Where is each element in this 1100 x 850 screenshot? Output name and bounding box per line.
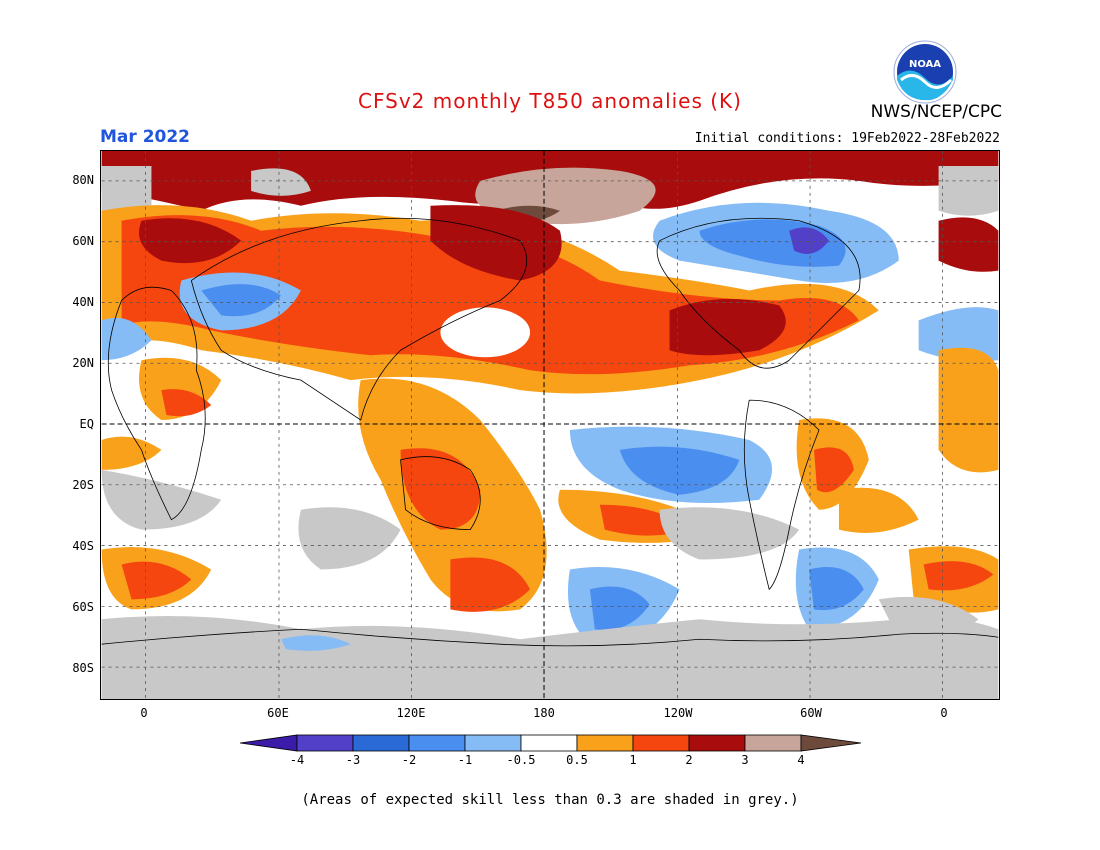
lat-label: 80N bbox=[72, 173, 94, 187]
colorbar-label: -2 bbox=[401, 753, 417, 767]
map-title: CFSv2 monthly T850 anomalies (K) bbox=[358, 89, 742, 113]
lon-label: 60E bbox=[267, 706, 289, 720]
lon-label: 180 bbox=[533, 706, 555, 720]
colorbar-label: 0.5 bbox=[566, 753, 588, 767]
colorbar-label: 2 bbox=[685, 753, 693, 767]
lat-label: 20S bbox=[72, 478, 94, 492]
color-bar bbox=[240, 734, 862, 752]
lat-label: 80S bbox=[72, 661, 94, 675]
skill-footnote: (Areas of expected skill less than 0.3 a… bbox=[301, 792, 799, 808]
svg-text:NOAA: NOAA bbox=[909, 59, 941, 70]
colorbar-label: 1 bbox=[629, 753, 637, 767]
lon-label: 0 bbox=[140, 706, 148, 720]
forecast-month: Mar 2022 bbox=[100, 127, 191, 147]
lon-label: 120W bbox=[663, 706, 693, 720]
lat-label: 60N bbox=[72, 234, 94, 248]
colorbar-segment bbox=[632, 734, 690, 752]
lat-label: 20N bbox=[72, 356, 94, 370]
noaa-logo-icon: NOAA bbox=[893, 40, 957, 104]
colorbar-segment bbox=[576, 734, 634, 752]
colorbar-arrow-low bbox=[240, 734, 298, 752]
lon-label: 0 bbox=[940, 706, 948, 720]
colorbar-label: -3 bbox=[345, 753, 361, 767]
colorbar-label: -1 bbox=[457, 753, 473, 767]
colorbar-segment bbox=[408, 734, 466, 752]
colorbar-segment bbox=[688, 734, 746, 752]
colorbar-label: 3 bbox=[741, 753, 749, 767]
lat-label: 40N bbox=[72, 295, 94, 309]
colorbar-segment bbox=[352, 734, 410, 752]
initial-conditions-label: Initial conditions: 19Feb2022-28Feb2022 bbox=[694, 131, 1000, 146]
lat-label: EQ bbox=[79, 417, 94, 431]
lat-label: 40S bbox=[72, 539, 94, 553]
colorbar-segment bbox=[744, 734, 802, 752]
agency-label: NWS/NCEP/CPC bbox=[870, 102, 1002, 122]
colorbar-label: -0.5 bbox=[506, 753, 536, 767]
lat-label: 60S bbox=[72, 600, 94, 614]
colorbar-label: 4 bbox=[797, 753, 805, 767]
anomaly-map bbox=[100, 150, 1000, 700]
lon-label: 60W bbox=[800, 706, 822, 720]
lon-label: 120E bbox=[396, 706, 426, 720]
colorbar-arrow-high bbox=[800, 734, 862, 752]
colorbar-segment bbox=[520, 734, 578, 752]
colorbar-label: -4 bbox=[289, 753, 305, 767]
colorbar-segment bbox=[296, 734, 354, 752]
colorbar-segment bbox=[464, 734, 522, 752]
